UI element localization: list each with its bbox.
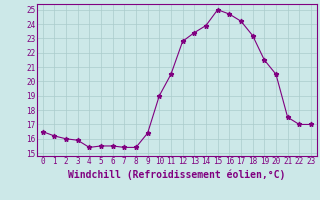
- X-axis label: Windchill (Refroidissement éolien,°C): Windchill (Refroidissement éolien,°C): [68, 169, 285, 180]
